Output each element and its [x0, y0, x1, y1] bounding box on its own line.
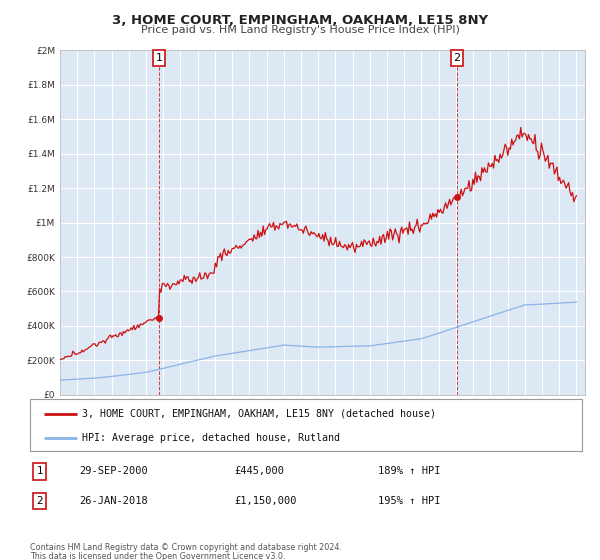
Text: HPI: Average price, detached house, Rutland: HPI: Average price, detached house, Rutl… — [82, 433, 340, 443]
Text: Price paid vs. HM Land Registry's House Price Index (HPI): Price paid vs. HM Land Registry's House … — [140, 25, 460, 35]
Text: 189% ↑ HPI: 189% ↑ HPI — [378, 466, 440, 477]
Text: This data is licensed under the Open Government Licence v3.0.: This data is licensed under the Open Gov… — [30, 552, 286, 560]
FancyBboxPatch shape — [30, 399, 582, 451]
Text: 1: 1 — [37, 466, 43, 477]
Text: 2: 2 — [37, 496, 43, 506]
Text: £1,150,000: £1,150,000 — [234, 496, 297, 506]
Text: 195% ↑ HPI: 195% ↑ HPI — [378, 496, 440, 506]
Text: Contains HM Land Registry data © Crown copyright and database right 2024.: Contains HM Land Registry data © Crown c… — [30, 543, 342, 552]
Text: 26-JAN-2018: 26-JAN-2018 — [80, 496, 148, 506]
Text: 3, HOME COURT, EMPINGHAM, OAKHAM, LE15 8NY (detached house): 3, HOME COURT, EMPINGHAM, OAKHAM, LE15 8… — [82, 409, 436, 419]
Text: 2: 2 — [454, 53, 461, 63]
Text: 29-SEP-2000: 29-SEP-2000 — [80, 466, 148, 477]
Text: 3, HOME COURT, EMPINGHAM, OAKHAM, LE15 8NY: 3, HOME COURT, EMPINGHAM, OAKHAM, LE15 8… — [112, 14, 488, 27]
Text: £445,000: £445,000 — [234, 466, 284, 477]
Text: 1: 1 — [155, 53, 163, 63]
